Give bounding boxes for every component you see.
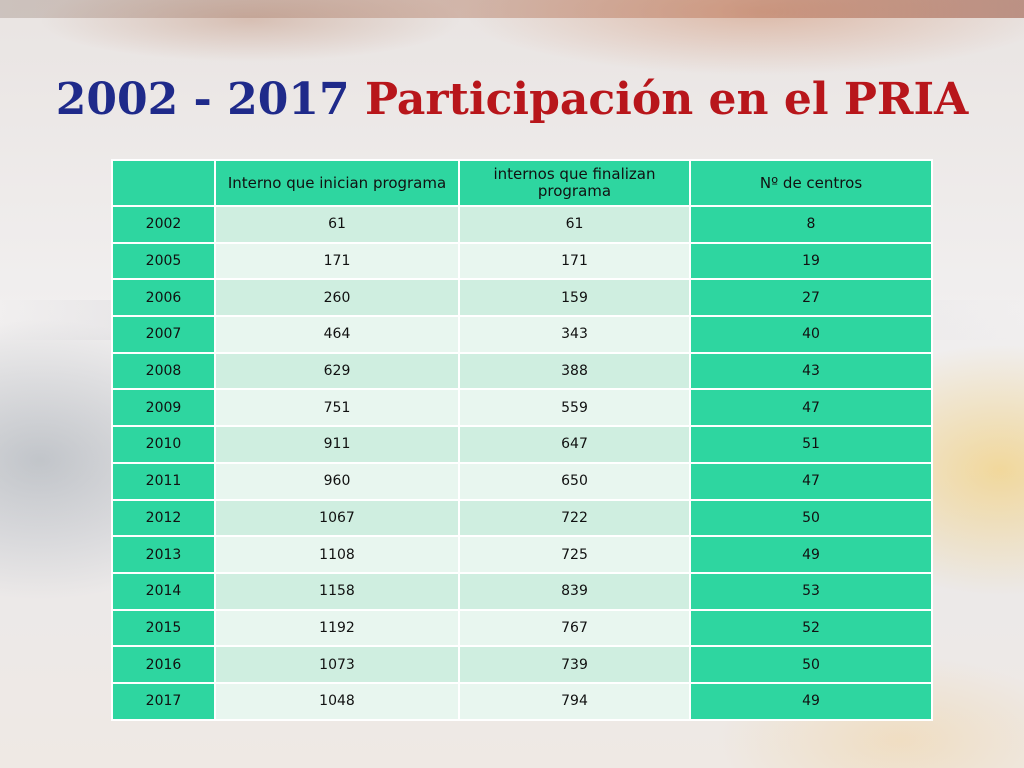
title-years: 2002 - 2017: [55, 74, 350, 125]
cell-internos-finalizan: 839: [458, 571, 691, 611]
title-name: Participación en el PRIA: [364, 74, 969, 125]
cell-num-centros: 50: [689, 498, 933, 538]
table-row: 2011 960 650 47: [111, 461, 933, 501]
header-year: [111, 159, 216, 207]
table-row: 2016 1073 739 50: [111, 645, 933, 684]
cell-internos-finalizan: 171: [458, 241, 691, 281]
cell-num-centros: 49: [689, 681, 933, 721]
table-row: 2017 1048 794 49: [111, 681, 933, 721]
cell-num-centros: 51: [689, 425, 933, 464]
cell-year: 2009: [111, 388, 216, 428]
cell-year: 2005: [111, 241, 216, 281]
table-row: 2010 911 647 51: [111, 425, 933, 464]
cell-year: 2006: [111, 278, 216, 318]
table-row: 2008 629 388 43: [111, 351, 933, 391]
cell-internos-inician: 629: [214, 351, 460, 391]
cell-internos-inician: 260: [214, 278, 460, 318]
table-row: 2007 464 343 40: [111, 315, 933, 354]
header-internos-inician: Interno que inician programa: [214, 159, 460, 207]
cell-year: 2010: [111, 425, 216, 464]
cell-internos-inician: 171: [214, 241, 460, 281]
cell-num-centros: 47: [689, 388, 933, 428]
cell-year: 2007: [111, 315, 216, 354]
cell-internos-inician: 1108: [214, 535, 460, 574]
table-row: 2013 1108 725 49: [111, 535, 933, 574]
cell-num-centros: 40: [689, 315, 933, 354]
cell-num-centros: 8: [689, 205, 933, 244]
cell-num-centros: 43: [689, 351, 933, 391]
table-row: 2006 260 159 27: [111, 278, 933, 318]
table-row: 2012 1067 722 50: [111, 498, 933, 538]
cell-num-centros: 50: [689, 645, 933, 684]
cell-internos-inician: 911: [214, 425, 460, 464]
cell-num-centros: 19: [689, 241, 933, 281]
cell-internos-finalizan: 647: [458, 425, 691, 464]
cell-year: 2016: [111, 645, 216, 684]
cell-internos-finalizan: 739: [458, 645, 691, 684]
cell-year: 2014: [111, 571, 216, 611]
cell-internos-finalizan: 388: [458, 351, 691, 391]
cell-num-centros: 53: [689, 571, 933, 611]
cell-internos-finalizan: 794: [458, 681, 691, 721]
cell-internos-inician: 464: [214, 315, 460, 354]
cell-internos-inician: 1073: [214, 645, 460, 684]
cell-year: 2008: [111, 351, 216, 391]
cell-internos-finalizan: 559: [458, 388, 691, 428]
cell-internos-finalizan: 725: [458, 535, 691, 574]
cell-internos-finalizan: 61: [458, 205, 691, 244]
cell-year: 2002: [111, 205, 216, 244]
cell-num-centros: 52: [689, 608, 933, 648]
table-body: 2002 61 61 8 2005 171 171 19 2006 260 159 27 2007 464…: [111, 205, 933, 721]
cell-year: 2013: [111, 535, 216, 574]
header-num-centros: Nº de centros: [689, 159, 933, 207]
table-row: 2005 171 171 19: [111, 241, 933, 281]
cell-internos-finalizan: 767: [458, 608, 691, 648]
cell-internos-finalizan: 343: [458, 315, 691, 354]
cell-year: 2012: [111, 498, 216, 538]
table-row: 2002 61 61 8: [111, 205, 933, 244]
cell-num-centros: 47: [689, 461, 933, 501]
cell-internos-inician: 1158: [214, 571, 460, 611]
cell-internos-inician: 960: [214, 461, 460, 501]
cell-internos-finalizan: 722: [458, 498, 691, 538]
cell-year: 2017: [111, 681, 216, 721]
cell-internos-inician: 1192: [214, 608, 460, 648]
participation-table: Interno que inician programa internos qu…: [111, 159, 933, 721]
cell-internos-inician: 751: [214, 388, 460, 428]
cell-num-centros: 49: [689, 535, 933, 574]
cell-internos-inician: 1067: [214, 498, 460, 538]
background-stripe-top: [0, 0, 1024, 18]
table-header-row: Interno que inician programa internos qu…: [111, 159, 933, 207]
cell-year: 2011: [111, 461, 216, 501]
header-internos-finalizan: internos que finalizan programa: [458, 159, 691, 207]
cell-internos-inician: 1048: [214, 681, 460, 721]
table-row: 2009 751 559 47: [111, 388, 933, 428]
slide-title: 2002 - 2017 Participación en el PRIA: [0, 74, 1024, 125]
cell-year: 2015: [111, 608, 216, 648]
table-row: 2015 1192 767 52: [111, 608, 933, 648]
cell-internos-finalizan: 650: [458, 461, 691, 501]
cell-internos-finalizan: 159: [458, 278, 691, 318]
cell-internos-inician: 61: [214, 205, 460, 244]
table-row: 2014 1158 839 53: [111, 571, 933, 611]
cell-num-centros: 27: [689, 278, 933, 318]
